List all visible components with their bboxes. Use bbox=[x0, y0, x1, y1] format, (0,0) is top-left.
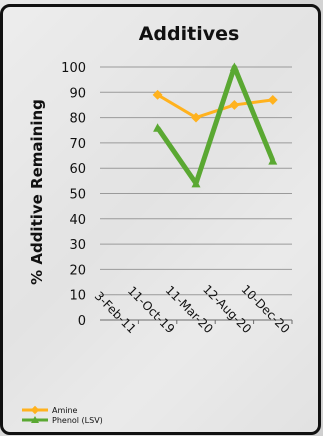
y-axis-label: % Additive Remaining bbox=[28, 99, 46, 285]
data-point bbox=[267, 94, 278, 105]
series-line-phenol-lsv bbox=[155, 64, 276, 186]
y-tick-label: 0 bbox=[78, 314, 86, 329]
y-tick-label: 80 bbox=[69, 112, 86, 127]
y-tick-label: 30 bbox=[69, 238, 86, 253]
series-lines bbox=[152, 62, 278, 188]
legend-label: Amine bbox=[52, 406, 78, 415]
data-point bbox=[153, 123, 163, 132]
y-tick-label: 50 bbox=[69, 188, 86, 203]
x-tick-labels: 3-Feb-1111-Oct-1911-Mar-2012-Aug-2010-De… bbox=[92, 282, 293, 336]
y-tick-label: 90 bbox=[69, 86, 86, 101]
series-line-amine bbox=[156, 93, 273, 120]
chart-card bbox=[0, 4, 321, 435]
legend-label: Phenol (LSV) bbox=[52, 416, 103, 425]
y-tick-label: 100 bbox=[61, 61, 86, 76]
data-point bbox=[152, 89, 163, 100]
data-point bbox=[229, 62, 239, 71]
data-point bbox=[229, 100, 240, 110]
y-tick-label: 40 bbox=[69, 213, 86, 228]
y-tick-label: 20 bbox=[69, 263, 86, 278]
chart-title: Additives bbox=[139, 23, 240, 45]
y-tick-label: 70 bbox=[69, 137, 86, 152]
y-tick-labels: 0 10 20 30 40 50 60 70 80 90 100 bbox=[61, 61, 86, 329]
y-tick-label: 60 bbox=[69, 162, 86, 177]
gridlines bbox=[100, 66, 293, 324]
data-point bbox=[191, 178, 201, 188]
legend-marker bbox=[31, 416, 39, 423]
data-point bbox=[268, 156, 278, 165]
legend-marker bbox=[30, 405, 40, 415]
data-point bbox=[191, 112, 201, 123]
y-tick-label: 10 bbox=[69, 289, 86, 304]
